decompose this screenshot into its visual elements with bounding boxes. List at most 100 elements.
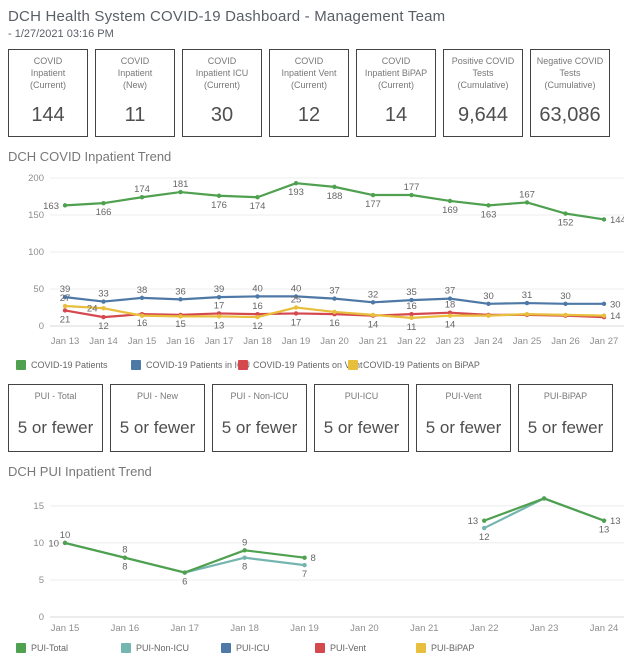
kpi-card-covid-inpatient-bipap-current[interactable]: COVID Inpatient BiPAP (Current) 14	[356, 49, 436, 137]
data-point-covid-19-patients-on-vent[interactable]	[409, 311, 414, 317]
data-point-covid-19-patients-in-icu[interactable]	[255, 294, 260, 299]
data-point-covid-19-patients-in-icu[interactable]	[332, 296, 337, 301]
data-point-covid-19-patients[interactable]	[524, 200, 530, 205]
data-point-covid-19-patients-on-bipap[interactable]	[216, 314, 222, 319]
data-point-covid-19-patients[interactable]	[370, 192, 376, 198]
pui-card-pui-vent[interactable]: PUI-Vent 5 or fewer	[416, 384, 511, 452]
data-point-covid-19-patients-in-icu[interactable]	[524, 300, 530, 306]
legend-item-covid-19-patients[interactable]: COVID-19 Patients	[16, 360, 108, 370]
data-point-covid-19-patients-in-icu[interactable]	[601, 301, 607, 306]
data-point-covid-19-patients-on-bipap[interactable]	[255, 314, 260, 320]
kpi-card-covid-inpatient-icu-current[interactable]: COVID Inpatient ICU (Current) 30	[182, 49, 262, 137]
legend-item-pui-total[interactable]: PUI-Total	[16, 643, 68, 653]
data-point-covid-19-patients[interactable]	[486, 203, 491, 208]
data-point-covid-19-patients[interactable]	[332, 184, 337, 190]
pui-card-pui-new[interactable]: PUI - New 5 or fewer	[110, 384, 205, 452]
data-point-covid-19-patients-on-bipap[interactable]	[139, 313, 145, 318]
data-point-pui-total[interactable]	[601, 518, 607, 523]
data-point-covid-19-patients-on-bipap[interactable]	[486, 313, 491, 318]
data-point-covid-19-patients-on-bipap[interactable]	[178, 314, 183, 319]
kpi-card-positive-covid-tests-cumulative[interactable]: Positive COVID Tests (Cumulative) 9,644	[443, 49, 523, 137]
data-point-pui-total[interactable]	[62, 540, 68, 546]
data-point-covid-19-patients[interactable]	[293, 180, 299, 186]
legend-label: PUI-BiPAP	[431, 643, 475, 653]
data-point-covid-19-patients-on-bipap[interactable]	[563, 312, 568, 318]
data-point-covid-19-patients-on-bipap[interactable]	[409, 315, 414, 321]
pui-card-pui-bipap[interactable]: PUI-BiPAP 5 or fewer	[518, 384, 613, 452]
data-point-covid-19-patients-in-icu[interactable]	[178, 297, 183, 302]
data-point-covid-19-patients-on-vent[interactable]	[62, 308, 68, 313]
data-point-covid-19-patients-in-icu[interactable]	[486, 301, 491, 306]
legend-item-pui-vent[interactable]: PUI-Vent	[315, 643, 366, 653]
series-line-pui-total[interactable]	[483, 497, 605, 522]
series-line-pui-non-icu[interactable]	[64, 541, 305, 574]
legend-item-covid-19-patients-in-icu[interactable]: COVID-19 Patients in ICU	[131, 360, 250, 370]
data-point-covid-19-patients-on-bipap[interactable]	[62, 303, 68, 309]
page-title: DCH Health System COVID-19 Dashboard - M…	[8, 8, 446, 25]
data-point-pui-total[interactable]	[122, 555, 128, 560]
data-point-covid-19-patients-on-bipap[interactable]	[524, 311, 530, 317]
data-point-covid-19-patients-on-bipap[interactable]	[101, 306, 106, 311]
data-point-covid-19-patients[interactable]	[216, 193, 222, 198]
data-point-covid-19-patients[interactable]	[255, 195, 260, 200]
legend-label: PUI-ICU	[236, 643, 270, 653]
x-axis-tick-label: Jan 16	[111, 623, 140, 634]
pui-card-pui-icu[interactable]: PUI-ICU 5 or fewer	[314, 384, 409, 452]
data-point-covid-19-patients[interactable]	[409, 192, 414, 198]
data-point-covid-19-patients-on-bipap[interactable]	[332, 309, 337, 315]
x-axis-tick-label: Jan 24	[590, 623, 619, 634]
data-point-covid-19-patients-on-bipap[interactable]	[447, 313, 453, 318]
data-point-covid-19-patients-on-bipap[interactable]	[601, 313, 607, 318]
card-value: 5 or fewer	[323, 418, 400, 437]
data-point-covid-19-patients-in-icu[interactable]	[370, 300, 376, 305]
data-point-covid-19-patients-on-bipap[interactable]	[370, 312, 376, 318]
kpi-card-covid-inpatient-current[interactable]: COVID Inpatient (Current) 144	[8, 49, 88, 137]
series-line-pui-total[interactable]	[64, 541, 305, 574]
y-axis-tick-label: 50	[33, 284, 44, 295]
legend-swatch-covid-19-patients-on-bipap	[348, 360, 358, 370]
data-point-covid-19-patients[interactable]	[563, 211, 568, 216]
legend-item-pui-bipap[interactable]: PUI-BiPAP	[416, 643, 474, 653]
legend-swatch-pui-bipap	[416, 643, 426, 653]
card-value: 5 or fewer	[17, 418, 94, 437]
data-point-covid-19-patients[interactable]	[447, 198, 453, 204]
data-point-covid-19-patients-in-icu[interactable]	[139, 295, 145, 301]
kpi-card-covid-inpatient-vent-current[interactable]: COVID Inpatient Vent (Current) 12	[269, 49, 349, 137]
data-point-pui-non-icu[interactable]	[482, 525, 487, 531]
data-point-covid-19-patients[interactable]	[178, 189, 183, 195]
pui-inpatient-trend-chart[interactable]: 0 5 10 15 Jan 15 Jan 16 Jan 17 Jan 18 Jan 19 Jan …	[8, 481, 624, 642]
data-point-covid-19-patients[interactable]	[139, 195, 145, 200]
legend-item-pui-icu[interactable]: PUI-ICU	[221, 643, 270, 653]
data-point-covid-19-patients[interactable]	[601, 217, 607, 222]
legend-swatch-pui-vent	[315, 643, 325, 653]
data-point-covid-19-patients-in-icu[interactable]	[563, 301, 568, 306]
data-point-pui-non-icu[interactable]	[302, 562, 307, 568]
data-point-pui-total[interactable]	[182, 570, 187, 575]
data-point-covid-19-patients-in-icu[interactable]	[293, 294, 299, 299]
data-point-covid-19-patients-in-icu[interactable]	[62, 294, 68, 300]
data-point-pui-total[interactable]	[482, 518, 487, 523]
pui-card-pui-non-icu[interactable]: PUI - Non-ICU 5 or fewer	[212, 384, 307, 452]
covid-inpatient-trend-chart[interactable]: 0 50 100 150 200 Jan 13 Jan 14 Jan 15 Jan 16 Jan …	[8, 166, 624, 359]
data-point-pui-total[interactable]	[302, 555, 307, 560]
data-point-covid-19-patients-on-vent[interactable]	[101, 314, 106, 320]
data-point-covid-19-patients-on-bipap[interactable]	[293, 305, 299, 310]
legend-item-covid-19-patients-on-vent[interactable]: COVID-19 Patients on Vent	[238, 360, 363, 370]
data-point-covid-19-patients-in-icu[interactable]	[101, 299, 106, 304]
legend-label: COVID-19 Patients on Vent	[253, 360, 363, 370]
legend-item-covid-19-patients-on-bipap[interactable]: COVID-19 Patients on BiPAP	[348, 360, 480, 370]
pui-card-pui-total[interactable]: PUI - Total 5 or fewer	[8, 384, 103, 452]
data-point-pui-non-icu[interactable]	[242, 555, 247, 560]
data-point-covid-19-patients-in-icu[interactable]	[216, 294, 222, 300]
kpi-card-negative-covid-tests-cumulative[interactable]: Negative COVID Tests (Cumulative) 63,086	[530, 49, 610, 137]
data-point-covid-19-patients[interactable]	[62, 203, 68, 208]
data-point-covid-19-patients-on-vent[interactable]	[293, 311, 299, 316]
data-point-covid-19-patients-in-icu[interactable]	[409, 297, 414, 303]
kpi-card-covid-inpatient-new[interactable]: COVID Inpatient (New) 11	[95, 49, 175, 137]
legend-item-pui-non-icu[interactable]: PUI-Non-ICU	[121, 643, 189, 653]
data-point-pui-total[interactable]	[242, 548, 247, 553]
data-point-covid-19-patients-in-icu[interactable]	[447, 296, 453, 301]
section-title-pui-trend: DCH PUI Inpatient Trend	[8, 464, 152, 479]
data-point-covid-19-patients[interactable]	[101, 200, 106, 206]
data-point-pui-total[interactable]	[541, 496, 547, 501]
